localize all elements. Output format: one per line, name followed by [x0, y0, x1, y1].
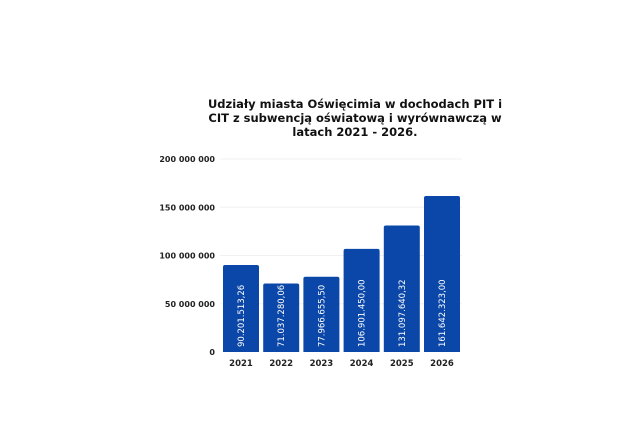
data-label: 77.966.655,50	[317, 285, 327, 347]
x-tick-label: 2024	[350, 359, 374, 369]
x-tick-label: 2022	[269, 359, 293, 369]
data-label: 106.901.450,00	[358, 279, 368, 347]
bar-2024	[343, 248, 380, 352]
bar-2022	[263, 283, 300, 352]
x-tick-label: 2025	[390, 359, 414, 369]
chart-title: Udziały miasta Oświęcimia w dochodach PI…	[207, 97, 503, 139]
bar-2023	[303, 276, 340, 352]
x-tick-label: 2026	[430, 359, 454, 369]
y-tick-label: 150 000 000	[159, 203, 215, 212]
y-tick-label: 200 000 000	[159, 155, 215, 164]
x-tick-label: 2021	[229, 359, 253, 369]
bar-2021	[223, 264, 259, 352]
y-tick-label: 0	[209, 348, 215, 357]
data-label: 161.642.323,00	[438, 279, 448, 347]
bar-2026	[424, 196, 460, 352]
data-label: 71.037.280,06	[277, 285, 287, 347]
y-tick-label: 100 000 000	[159, 252, 215, 261]
y-tick-label: 50 000 000	[165, 300, 216, 309]
data-label: 90.201.513,26	[237, 285, 247, 347]
x-tick-label: 2023	[310, 359, 334, 369]
data-label: 131.097.640,32	[398, 279, 408, 347]
bar-2025	[383, 225, 420, 352]
